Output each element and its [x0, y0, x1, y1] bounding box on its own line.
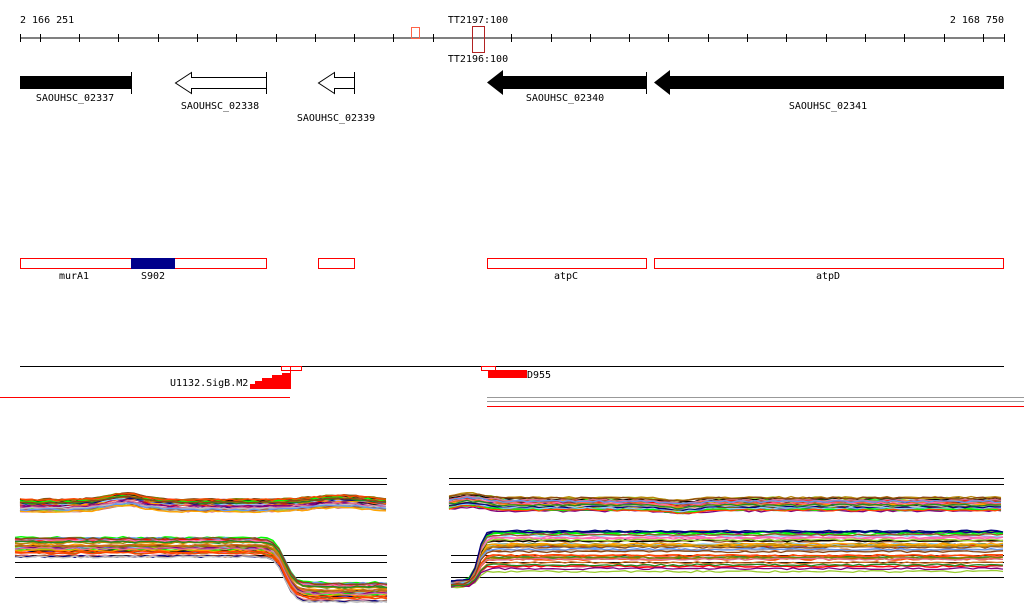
promoter-signal	[250, 373, 290, 389]
expression-profile-line	[448, 491, 1002, 502]
expression-profile-line	[450, 538, 1004, 584]
promoter-marker[interactable]	[481, 366, 496, 371]
expression-profile-line	[19, 495, 387, 504]
feature-label: atpD	[816, 271, 840, 282]
expression-profile-line	[450, 544, 1004, 585]
promoter-track: U1132.SigB.M2 D955	[0, 366, 1024, 407]
expression-profile-line	[450, 535, 1004, 583]
terminator-marker-small[interactable]	[411, 27, 420, 39]
expression-profile-line	[450, 550, 1004, 586]
expression-profile-line	[14, 550, 388, 599]
gene-arrow[interactable]	[317, 71, 355, 95]
expression-profile-line	[450, 566, 1004, 588]
gene-arrow[interactable]	[487, 70, 646, 95]
expression-profile-line	[448, 504, 1002, 515]
expression-profile-line	[20, 504, 387, 514]
expression-profile-line	[450, 557, 1004, 587]
promoter-signal[interactable]	[488, 370, 527, 378]
feature-atpC[interactable]	[487, 258, 647, 269]
expression-profile-line	[450, 545, 1003, 585]
feature-atpD[interactable]	[654, 258, 1004, 269]
expression-profile-line	[450, 534, 1003, 583]
gene-arrow[interactable]	[20, 76, 131, 89]
expression-profile-line	[19, 502, 387, 512]
feature-track: murA1 S902 atpC atpD	[20, 258, 1004, 282]
expression-profile-line	[448, 499, 1002, 510]
expression-profile-line	[14, 538, 388, 587]
expression-profile-line	[450, 533, 1004, 583]
expression-profile-line	[450, 529, 1004, 583]
coordinate-ruler: 2 166 251 2 168 750	[20, 15, 1005, 42]
feature-label: atpC	[554, 271, 578, 282]
gene-label: SAOUHSC_02338	[181, 101, 259, 112]
gene-SAOUHSC_02339[interactable]: SAOUHSC_02339	[297, 71, 375, 124]
ruler-end-label: 2 168 750	[950, 15, 1004, 26]
gene-label: SAOUHSC_02341	[789, 101, 867, 112]
gene-label: SAOUHSC_02337	[36, 93, 114, 104]
expression-profile-line	[14, 535, 388, 585]
expression-profile-line	[450, 569, 1004, 589]
expression-profile-line	[14, 555, 388, 604]
gene-SAOUHSC_02341[interactable]: SAOUHSC_02341	[654, 70, 1004, 112]
expression-profile-line	[14, 543, 388, 593]
expression-profile-line	[450, 542, 1004, 585]
expression-profile-line	[14, 540, 388, 589]
feature-label: S902	[141, 271, 165, 282]
gene-label: SAOUHSC_02340	[526, 93, 604, 104]
expression-profile-line	[19, 495, 387, 505]
gene-arrow[interactable]	[174, 71, 267, 95]
promoter-marker[interactable]	[281, 366, 302, 371]
expression-profile-line	[450, 556, 1004, 587]
gene-arrow[interactable]	[654, 70, 1004, 95]
promoter-left-label: U1132.SigB.M2	[170, 378, 248, 389]
expression-profile-line	[14, 537, 388, 586]
gene-SAOUHSC_02340[interactable]: SAOUHSC_02340	[487, 70, 647, 104]
expression-profile-line	[14, 551, 388, 600]
feature-S902[interactable]	[131, 258, 175, 269]
expression-profile-line	[450, 547, 1004, 585]
promoter-right-label: D955	[527, 370, 551, 381]
expression-profile-line	[448, 496, 1002, 505]
expression-profile-line	[14, 544, 388, 593]
terminator-marker[interactable]	[472, 26, 485, 53]
ruler-start-label: 2 166 251	[20, 15, 74, 26]
terminator-bottom-label: TT2196:100	[448, 54, 508, 65]
expression-profile-line	[448, 493, 1002, 502]
expression-profile-line	[450, 536, 1004, 583]
feature-label: murA1	[59, 271, 89, 282]
feature-unnamed[interactable]	[318, 258, 355, 269]
gene-SAOUHSC_02338[interactable]: SAOUHSC_02338	[174, 71, 267, 112]
expression-profiles	[14, 478, 1004, 604]
expression-profile-line	[19, 502, 387, 512]
gene-label: SAOUHSC_02339	[297, 113, 375, 124]
expression-profile-line	[450, 553, 1004, 586]
gene-SAOUHSC_02337[interactable]: SAOUHSC_02337	[20, 72, 132, 104]
expression-profile-line	[19, 492, 387, 502]
expression-profile-line	[450, 561, 1004, 588]
expression-profile-line	[450, 563, 1004, 587]
terminator-top-label: TT2197:100	[448, 15, 508, 26]
expression-profile-line	[14, 547, 388, 596]
expression-profile-line	[450, 564, 1004, 588]
